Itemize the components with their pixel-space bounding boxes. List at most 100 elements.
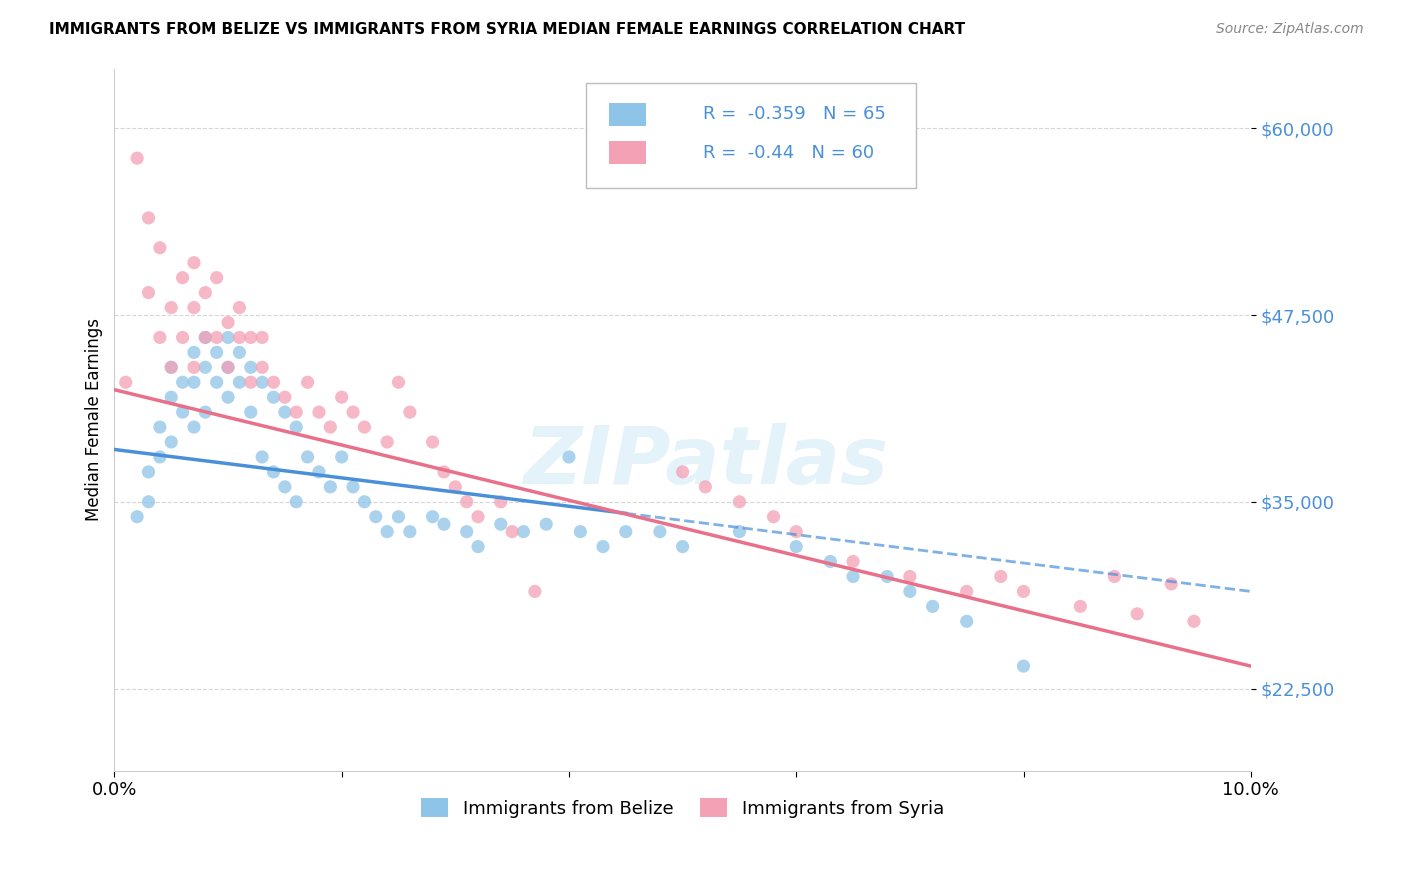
Point (239, 330, 262, 344)
Point (160, 360, 183, 375)
Point (444, 480, 467, 494)
Point (160, 360, 183, 375)
Point (921, 599, 943, 614)
Point (353, 495, 375, 509)
Point (456, 524, 478, 539)
Point (149, 420, 172, 434)
Point (330, 390, 353, 404)
Point (990, 569, 1012, 583)
Point (285, 405, 308, 419)
Point (695, 480, 717, 494)
Point (353, 420, 375, 434)
Point (558, 450, 581, 464)
Point (172, 330, 194, 344)
Point (375, 524, 398, 539)
Point (138, 211, 160, 225)
Point (285, 420, 308, 434)
Point (876, 569, 898, 583)
Point (467, 540, 489, 554)
Point (297, 450, 319, 464)
Point (422, 509, 444, 524)
Point (263, 376, 285, 390)
Point (342, 480, 364, 494)
Point (614, 524, 637, 539)
Point (183, 345, 205, 359)
Point (239, 360, 262, 375)
Point (956, 615, 979, 629)
Point (785, 540, 807, 554)
Legend: Immigrants from Belize, Immigrants from Syria: Immigrants from Belize, Immigrants from … (413, 791, 952, 825)
Point (250, 450, 273, 464)
Point (228, 376, 250, 390)
Point (728, 524, 751, 539)
Point (172, 376, 194, 390)
Point (194, 360, 217, 375)
Point (364, 509, 387, 524)
Point (205, 376, 228, 390)
Point (149, 330, 172, 344)
Point (501, 524, 523, 539)
Text: R =  -0.359   N = 65: R = -0.359 N = 65 (703, 105, 886, 123)
Point (308, 465, 330, 479)
Point (569, 524, 592, 539)
Point (217, 316, 239, 330)
Point (1160, 577, 1182, 591)
Point (160, 301, 183, 315)
Point (194, 330, 217, 344)
Point (820, 555, 842, 569)
Point (387, 376, 409, 390)
Point (671, 540, 693, 554)
Point (387, 509, 409, 524)
Point (1182, 615, 1205, 629)
Point (842, 569, 865, 583)
Point (274, 405, 297, 419)
Point (160, 390, 183, 404)
Point (274, 480, 297, 494)
Point (172, 405, 194, 419)
Text: Source: ZipAtlas.com: Source: ZipAtlas.com (1216, 22, 1364, 37)
Point (523, 584, 546, 599)
Point (433, 517, 456, 532)
Point (785, 524, 807, 539)
Point (228, 345, 250, 359)
Point (263, 390, 285, 404)
Point (194, 330, 217, 344)
Point (898, 569, 921, 583)
Point (308, 405, 330, 419)
Point (239, 376, 262, 390)
Point (160, 435, 183, 450)
Point (342, 405, 364, 419)
Point (250, 330, 273, 344)
Point (467, 509, 489, 524)
Point (956, 584, 979, 599)
Point (263, 465, 285, 479)
Point (138, 495, 160, 509)
Point (217, 360, 239, 375)
Point (172, 270, 194, 285)
Point (183, 360, 205, 375)
Point (127, 151, 149, 165)
Point (183, 376, 205, 390)
Point (1012, 659, 1035, 673)
Point (127, 509, 149, 524)
Point (728, 495, 751, 509)
Point (536, 517, 558, 532)
Point (274, 390, 297, 404)
Point (489, 517, 512, 532)
Point (319, 480, 342, 494)
Point (149, 241, 172, 255)
Point (183, 301, 205, 315)
FancyBboxPatch shape (609, 141, 647, 164)
Point (1069, 599, 1091, 614)
Point (319, 420, 342, 434)
Point (250, 376, 273, 390)
Text: R =  -0.44   N = 60: R = -0.44 N = 60 (703, 144, 875, 161)
Point (842, 555, 865, 569)
Point (217, 330, 239, 344)
FancyBboxPatch shape (609, 103, 647, 126)
Point (217, 360, 239, 375)
Point (762, 509, 785, 524)
Point (149, 450, 172, 464)
Point (285, 495, 308, 509)
Point (239, 405, 262, 419)
